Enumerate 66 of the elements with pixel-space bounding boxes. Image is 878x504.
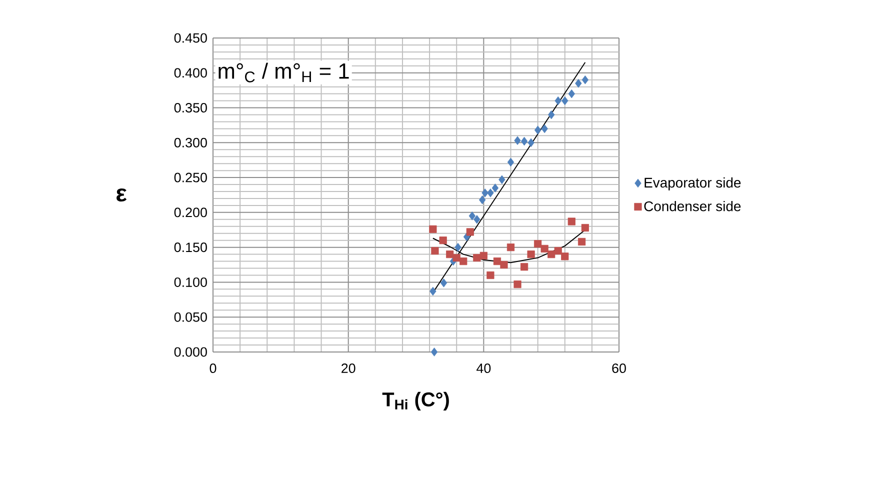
- point: [430, 286, 436, 296]
- y-tick-label: 0.350: [174, 103, 207, 113]
- point: [506, 244, 515, 252]
- point: [493, 257, 502, 266]
- point: [466, 228, 474, 236]
- point: [578, 238, 586, 246]
- point: [500, 260, 508, 269]
- point: [568, 89, 575, 98]
- point: [528, 138, 534, 148]
- point: [468, 212, 476, 220]
- point: [454, 242, 462, 252]
- y-tick-label: 0.400: [174, 68, 207, 78]
- point: [541, 124, 548, 134]
- point: [514, 136, 521, 145]
- point: [507, 158, 514, 167]
- point: [440, 278, 448, 288]
- point: [520, 136, 528, 146]
- point: [460, 257, 468, 266]
- point: [478, 195, 486, 204]
- point: [492, 184, 499, 192]
- point: [431, 247, 439, 255]
- point: [520, 263, 528, 271]
- y-tick-label: 0.100: [174, 277, 207, 287]
- point: [439, 236, 447, 244]
- point: [561, 252, 569, 260]
- point: [486, 271, 494, 280]
- point: [534, 240, 542, 248]
- point: [474, 215, 480, 224]
- y-tick-label: 0.300: [174, 138, 207, 148]
- point: [575, 78, 582, 88]
- point: [554, 96, 562, 106]
- point: [482, 188, 488, 198]
- point: [548, 110, 555, 120]
- y-tick-label: 0.150: [174, 242, 207, 252]
- point: [582, 75, 589, 84]
- point: [430, 348, 438, 356]
- x-axis-title: T$_{Hi}$ (C°): [382, 392, 449, 410]
- point: [487, 188, 494, 198]
- point: [562, 96, 568, 106]
- y-axis-title: ε: [116, 188, 127, 202]
- point: [568, 218, 576, 226]
- point: [581, 224, 589, 232]
- x-tick-label: 0: [210, 364, 216, 374]
- legend-label: Evaporator side: [644, 177, 741, 190]
- annotation: m°$_{C}$ / m°$_{H}$ = 1: [218, 62, 349, 82]
- point: [429, 225, 437, 233]
- point: [554, 247, 562, 255]
- point: [548, 250, 556, 258]
- point: [514, 280, 522, 288]
- x-tick-label: 40: [476, 364, 491, 374]
- x-tick-label: 60: [612, 364, 626, 374]
- point: [498, 175, 506, 184]
- point: [527, 250, 535, 258]
- point: [534, 126, 542, 134]
- y-tick-label: 0.450: [174, 33, 207, 43]
- legend-label: Condenser side: [644, 200, 741, 212]
- y-tick-label: 0.250: [174, 172, 207, 182]
- point: [480, 252, 488, 260]
- point: [540, 244, 548, 253]
- point: [452, 254, 460, 262]
- point: [473, 254, 481, 262]
- y-tick-label: 0.200: [174, 208, 207, 218]
- y-tick-label: 0.000: [174, 347, 207, 357]
- x-tick-label: 20: [342, 364, 356, 374]
- point: [446, 250, 454, 258]
- y-tick-label: 0.050: [174, 312, 207, 322]
